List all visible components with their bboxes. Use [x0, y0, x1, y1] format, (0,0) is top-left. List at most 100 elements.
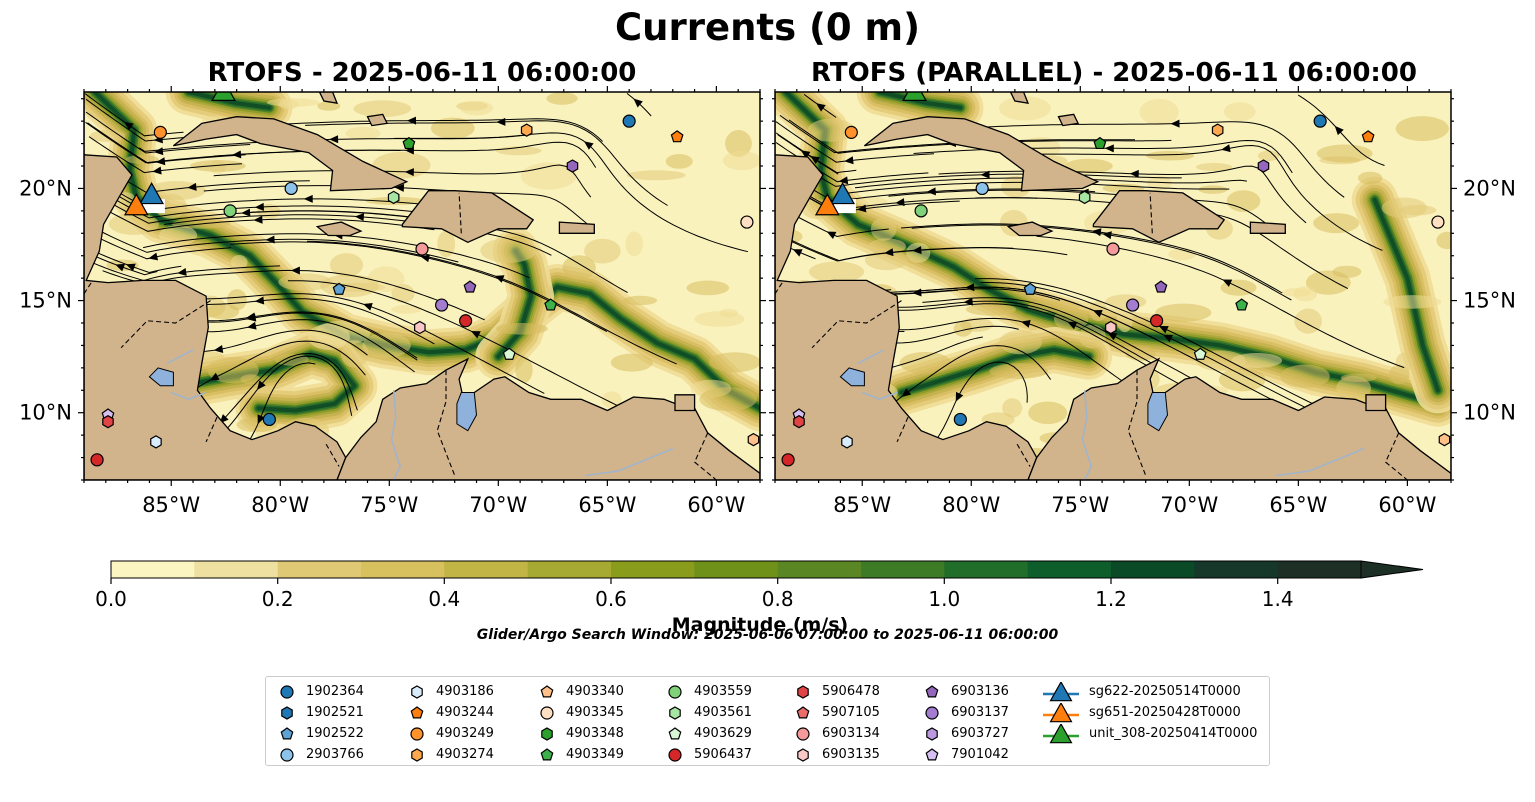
- argo-float-marker: [844, 125, 858, 139]
- argo-float-marker: [1193, 347, 1207, 360]
- colorbar-swatch: [694, 561, 779, 578]
- pentagon-legend-icon: [925, 747, 939, 760]
- streamline-arrow: [1334, 125, 1344, 136]
- argo-float-marker: [1154, 280, 1168, 293]
- streamline-arrow: [1163, 334, 1173, 343]
- legend-item: 6903135: [792, 744, 880, 765]
- legend-label: 1902522: [306, 726, 364, 741]
- legend-label: 1902521: [306, 705, 364, 720]
- legend-label: 6903134: [822, 726, 880, 741]
- hexagon-legend-icon: [797, 747, 809, 762]
- streamline-arrow: [125, 263, 136, 272]
- lat-tick-label: 20°N: [1463, 176, 1516, 200]
- argo-float-marker: [459, 314, 473, 328]
- streamline-arrow: [826, 231, 837, 240]
- colorbar-tick-label: 0.6: [595, 587, 627, 611]
- colorbar-extend-arrow: [1360, 560, 1424, 579]
- streamline-arrow: [329, 135, 339, 144]
- country-border: [775, 280, 785, 295]
- hexagon-legend-icon: [411, 747, 423, 762]
- streamline-arrow: [792, 249, 803, 257]
- legend-item: 4903345: [536, 702, 624, 723]
- circle-legend-icon: [280, 684, 294, 699]
- legend-column: 1902364 1902521 1902522 2903766: [276, 681, 364, 765]
- colorbar-tick-label: 0.0: [95, 587, 127, 611]
- river: [166, 349, 194, 365]
- streamline-arrow: [404, 168, 414, 177]
- streamline-arrow: [265, 235, 275, 244]
- legend-item: 2903766: [276, 744, 364, 765]
- colorbar-swatch: [1111, 561, 1195, 578]
- hexagon-legend-icon: [797, 684, 809, 699]
- legend-item: 1902522: [276, 723, 364, 744]
- legend-item: sg622-20250514T0000: [1041, 681, 1257, 702]
- circle-legend-icon: [540, 705, 554, 720]
- streamline-arrow: [901, 388, 912, 397]
- argo-float-marker: [975, 181, 989, 196]
- streamline-arrow: [394, 183, 405, 192]
- legend-label: 4903561: [694, 705, 752, 720]
- colorbar-swatch: [777, 561, 862, 578]
- argo-float-marker: [1078, 190, 1091, 205]
- colorbar-swatch: [1277, 561, 1362, 578]
- streamline-arrow: [177, 267, 187, 276]
- circle-legend-icon: [668, 684, 682, 699]
- legend-label: 4903345: [566, 705, 624, 720]
- colorbar-tick-label: 0.4: [428, 587, 460, 611]
- country-border: [205, 416, 218, 443]
- streamline-arrow: [1102, 231, 1112, 240]
- pentagon-legend-icon: [796, 705, 810, 718]
- streamline-arrow: [303, 194, 313, 203]
- map-frame: [83, 91, 761, 481]
- panel-title-rtofs-parallel: RTOFS (PARALLEL) - 2025-06-11 06:00:00: [811, 58, 1417, 88]
- streamline-arrow: [187, 182, 197, 191]
- streamline-arrow: [838, 176, 849, 185]
- river: [585, 447, 674, 477]
- streamline-arrow: [1170, 119, 1180, 128]
- streamline-arrow: [496, 117, 506, 126]
- argo-float-marker: [544, 298, 558, 311]
- colorbar-tick-label: 0.8: [762, 587, 794, 611]
- colorbar-tick-label: 1.0: [928, 587, 960, 611]
- river: [390, 390, 402, 480]
- lat-tick-label: 15°N: [1463, 289, 1516, 313]
- argo-float-marker: [953, 412, 967, 427]
- argo-float-marker: [332, 282, 346, 295]
- argo-float-marker: [1313, 114, 1327, 128]
- lat-tick-label: 15°N: [19, 289, 72, 313]
- legend-item: 6903134: [792, 723, 880, 744]
- argo-float-marker: [223, 204, 237, 218]
- argo-float-marker: [566, 159, 579, 173]
- colorbar-label: Magnitude (m/s): [671, 614, 849, 636]
- legend-item: 4903340: [536, 681, 624, 702]
- argo-float-marker: [284, 181, 298, 196]
- legend: 1902364 1902521 1902522 2903766 4903186 49032…: [265, 676, 1270, 766]
- legend-label: 4903348: [566, 726, 624, 741]
- lon-tick-label: 65°W: [1269, 493, 1327, 517]
- argo-float-marker: [1150, 314, 1164, 328]
- streamline-arrow: [257, 380, 266, 390]
- lon-tick-label: 70°W: [1160, 493, 1218, 517]
- lon-tick-label: 85°W: [833, 493, 891, 517]
- streamline-arrow: [963, 297, 973, 306]
- streamline-arrow: [955, 391, 964, 402]
- legend-item: 4903249: [406, 723, 494, 744]
- legend-label: unit_308-20250414T0000: [1089, 726, 1258, 741]
- country-border: [325, 443, 340, 467]
- lat-tick-label: 10°N: [19, 401, 72, 425]
- circle-legend-icon: [668, 747, 682, 762]
- legend-label: 4903244: [436, 705, 494, 720]
- river: [857, 349, 885, 365]
- streamline-arrow: [123, 121, 134, 131]
- streamline-arrow: [1107, 332, 1118, 341]
- argo-float-marker: [1257, 159, 1270, 173]
- streamline-arrow: [1222, 279, 1233, 287]
- lon-tick-label: 80°W: [942, 493, 1000, 517]
- colorbar-swatch: [944, 561, 1029, 578]
- lon-tick-label: 65°W: [578, 493, 636, 517]
- legend-item: 4903244: [406, 702, 494, 723]
- colorbar-tick-label: 0.2: [262, 587, 294, 611]
- panel-title-rtofs: RTOFS - 2025-06-11 06:00:00: [207, 58, 637, 88]
- legend-label: 5906478: [822, 684, 880, 699]
- legend-item: 4903561: [664, 702, 752, 723]
